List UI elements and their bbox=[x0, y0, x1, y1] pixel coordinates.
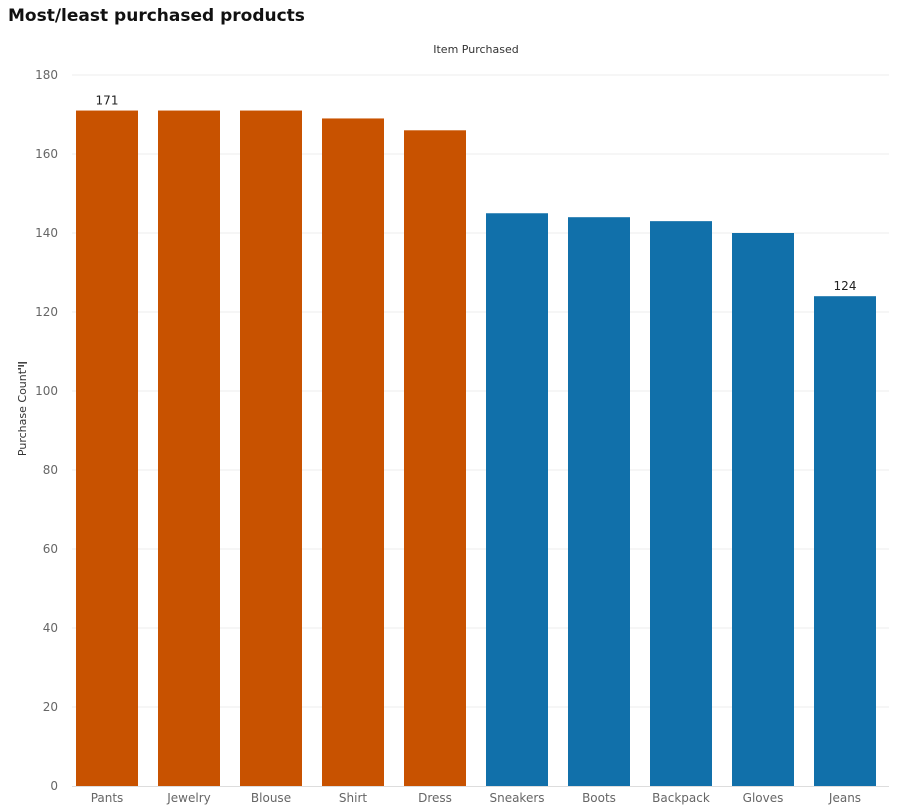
x-tick-label: Pants bbox=[91, 791, 124, 805]
bar-dress[interactable] bbox=[404, 130, 466, 787]
y-tick-label: 120 bbox=[35, 305, 58, 319]
bar-sneakers[interactable] bbox=[486, 213, 548, 786]
x-tick-label: Jewelry bbox=[166, 791, 211, 805]
x-tick-label: Jeans bbox=[828, 791, 861, 805]
bars bbox=[76, 110, 876, 787]
x-axis-title: Item Purchased bbox=[433, 43, 518, 56]
bar-shirt[interactable] bbox=[322, 118, 384, 786]
bar-backpack[interactable] bbox=[650, 221, 712, 786]
sort-icon[interactable] bbox=[18, 362, 27, 370]
bar-jewelry[interactable] bbox=[158, 110, 220, 787]
bar-boots[interactable] bbox=[568, 217, 630, 786]
y-tick-label: 20 bbox=[43, 700, 58, 714]
x-tick-label: Dress bbox=[418, 791, 452, 805]
y-tick-label: 60 bbox=[43, 542, 58, 556]
x-tick-label: Boots bbox=[582, 791, 616, 805]
y-tick-label: 40 bbox=[43, 621, 58, 635]
y-tick-label: 0 bbox=[50, 779, 58, 793]
bar-gloves[interactable] bbox=[732, 233, 794, 786]
x-tick-label: Shirt bbox=[339, 791, 367, 805]
y-axis-title: Purchase Count bbox=[16, 369, 29, 456]
y-tick-label: 180 bbox=[35, 68, 58, 82]
data-label: 124 bbox=[834, 279, 857, 293]
x-tick-label: Sneakers bbox=[489, 791, 544, 805]
bar-blouse[interactable] bbox=[240, 110, 302, 787]
x-tick-label: Backpack bbox=[652, 791, 710, 805]
x-axis-ticks: Pants Jewelry Blouse Shirt Dress Sneakers Boot… bbox=[91, 791, 861, 805]
x-tick-label: Gloves bbox=[743, 791, 784, 805]
y-axis-title-group: Purchase Count bbox=[16, 369, 29, 456]
y-tick-label: 140 bbox=[35, 226, 58, 240]
data-label: 171 bbox=[96, 94, 119, 108]
data-labels: 171 124 bbox=[96, 94, 857, 294]
bar-jeans[interactable] bbox=[814, 296, 876, 786]
y-axis-ticks: 0 20 40 60 80 100 120 140 160 180 bbox=[35, 68, 58, 793]
x-tick-label: Blouse bbox=[251, 791, 291, 805]
y-tick-label: 80 bbox=[43, 463, 58, 477]
y-tick-label: 160 bbox=[35, 147, 58, 161]
y-tick-label: 100 bbox=[35, 384, 58, 398]
chart-title: Most/least purchased products bbox=[8, 6, 305, 26]
bar-pants[interactable] bbox=[76, 110, 138, 787]
